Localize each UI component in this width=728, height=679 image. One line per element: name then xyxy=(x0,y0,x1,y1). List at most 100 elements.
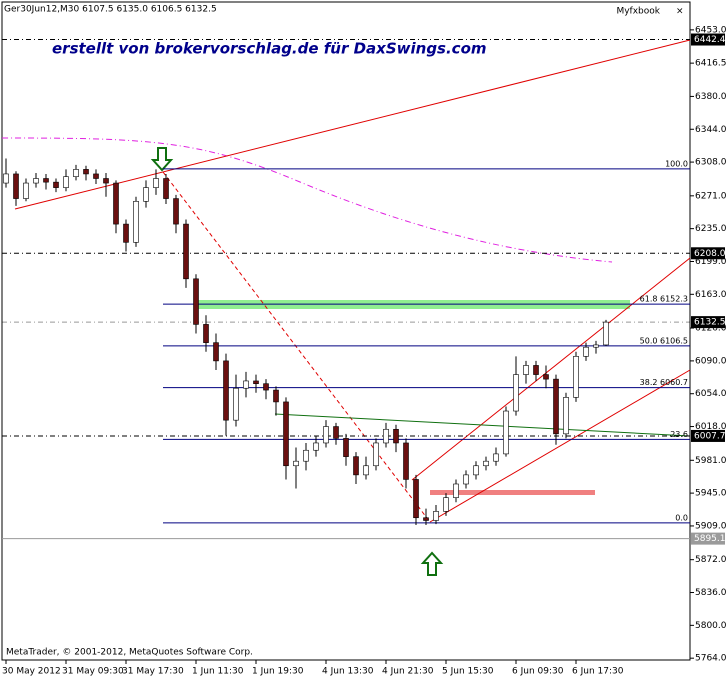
footer: MetaTrader, © 2001-2012, MetaQuotes Soft… xyxy=(6,648,253,658)
y-tick-label: 6344.0 xyxy=(695,125,727,135)
candle-body xyxy=(293,460,299,467)
y-tick-label: 6199.0 xyxy=(695,257,727,267)
fib-label: 0.0 xyxy=(675,513,688,522)
candle-body xyxy=(183,223,189,280)
candle-body xyxy=(473,465,479,476)
candle-body xyxy=(543,374,549,380)
price-box-label: 5895.1 xyxy=(694,534,726,544)
y-tick-label: 6054.0 xyxy=(695,389,727,399)
fib-label: 50.0 6106.5 xyxy=(640,336,688,345)
candle-body xyxy=(433,511,439,521)
candle-body xyxy=(23,182,29,199)
candle-body xyxy=(113,182,119,225)
price-box-label: 6007.7 xyxy=(694,431,726,441)
y-tick-label: 5981.0 xyxy=(695,456,727,466)
y-tick-label: 6090.0 xyxy=(695,356,727,366)
candle-body xyxy=(573,356,579,398)
candle-body xyxy=(383,428,389,444)
candle-body xyxy=(603,321,609,346)
fib-label: 61.8 6152.3 xyxy=(640,295,688,304)
candle-body xyxy=(233,387,239,421)
candle-body xyxy=(313,442,319,451)
candle-body xyxy=(223,360,229,421)
brand: Myfxbook xyxy=(616,7,660,17)
trend-line xyxy=(14,39,691,210)
y-tick-label: 6163.0 xyxy=(695,290,727,300)
y-tick-label: 6308.0 xyxy=(695,158,727,168)
y-tick-label: 6271.0 xyxy=(695,191,727,201)
candle-body xyxy=(393,428,399,444)
x-tick-label: 30 May 2012 xyxy=(2,667,61,677)
candle-body xyxy=(513,374,519,412)
candle-body xyxy=(263,383,269,391)
candle-body xyxy=(213,342,219,362)
candle-body xyxy=(453,483,459,498)
x-tick-label: 6 Jun 17:30 xyxy=(572,667,624,677)
candle-body xyxy=(93,173,99,179)
candle-body xyxy=(53,181,59,188)
channel-upper xyxy=(411,257,691,481)
price-box xyxy=(691,532,725,545)
candle-body xyxy=(323,426,329,444)
candle-body xyxy=(413,479,419,519)
y-tick-label: 6126.0 xyxy=(695,324,727,334)
candle-body xyxy=(243,380,249,389)
close-button[interactable]: × xyxy=(676,7,684,17)
arrow-up xyxy=(420,551,444,576)
candle-body xyxy=(123,223,129,243)
candle-body xyxy=(193,278,199,325)
candle-body xyxy=(63,176,69,188)
candle-body xyxy=(83,169,89,175)
x-tick-label: 1 Jun 11:30 xyxy=(192,667,244,677)
candle-body xyxy=(33,178,39,184)
candle-body xyxy=(3,173,9,184)
channel-lower xyxy=(429,369,691,523)
fib-label: 38.2 6060.7 xyxy=(640,378,688,387)
candle-body xyxy=(423,517,429,521)
fib-label: 100.0 xyxy=(665,159,688,168)
y-tick-label: 5764.0 xyxy=(695,654,727,664)
price-box xyxy=(691,429,725,442)
fib-base xyxy=(162,171,431,523)
price-box xyxy=(691,316,725,329)
x-tick-label: 5 Jun 15:30 xyxy=(442,667,494,677)
header: Ger30Jun12,M30 6107.5 6135.0 6106.5 6132… xyxy=(4,5,217,15)
candle-body xyxy=(533,365,539,375)
candle-body xyxy=(103,178,109,184)
candle-body xyxy=(583,346,589,357)
candle-body xyxy=(403,442,409,480)
plot-frame xyxy=(1,1,691,661)
candle-body xyxy=(73,169,79,177)
price-box xyxy=(691,33,725,46)
candle-body xyxy=(343,438,349,457)
candle-body xyxy=(133,200,139,243)
candle-body xyxy=(163,178,169,199)
candle-body xyxy=(173,198,179,225)
y-tick-label: 6380.0 xyxy=(695,92,727,102)
candle-body xyxy=(563,397,569,435)
candle-body xyxy=(373,442,379,467)
trend-line-green xyxy=(274,413,691,437)
x-tick-label: 31 May 09:30 xyxy=(62,667,124,677)
candle-body xyxy=(333,426,339,439)
candle-body xyxy=(13,173,19,199)
support-zone xyxy=(430,490,595,495)
x-tick-label: 1 Jun 19:30 xyxy=(252,667,304,677)
arrow-down xyxy=(150,147,174,172)
candle-body xyxy=(443,497,449,512)
y-tick-label: 6453.0 xyxy=(695,25,727,35)
x-tick-label: 6 Jun 09:30 xyxy=(512,667,564,677)
x-tick-label: 31 May 17:30 xyxy=(122,667,184,677)
y-tick-label: 5836.0 xyxy=(695,588,727,598)
price-box-label: 6208.0 xyxy=(694,249,726,259)
candle-body xyxy=(273,389,279,403)
moving-average xyxy=(1,137,613,263)
y-tick-label: 5872.0 xyxy=(695,555,727,565)
candle-body xyxy=(303,449,309,462)
price-box xyxy=(691,247,725,260)
candle-body xyxy=(203,324,209,343)
annotation: erstellt von brokervorschlag.de für DaxS… xyxy=(52,40,487,58)
y-tick-label: 5909.0 xyxy=(695,521,727,531)
candle-body xyxy=(463,474,469,485)
